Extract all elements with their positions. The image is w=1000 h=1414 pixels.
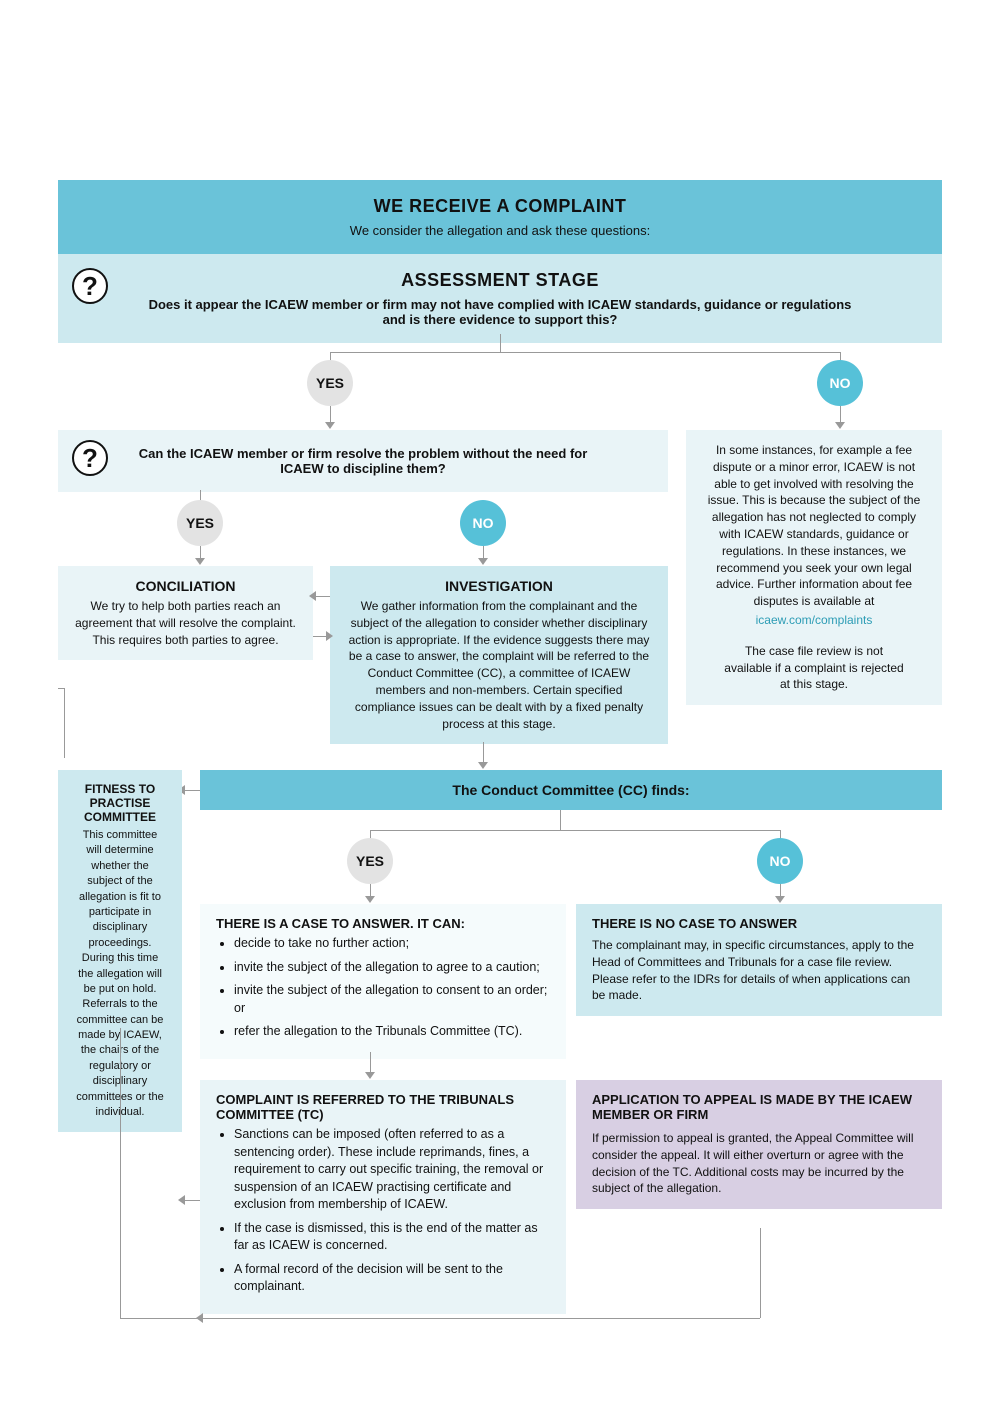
resolve-question-box: Can the ICAEW member or firm resolve the… [58, 430, 668, 492]
assessment-box: ASSESSMENT STAGE Does it appear the ICAE… [58, 254, 942, 343]
no-branch-box: In some instances, for example a fee dis… [686, 430, 942, 705]
no-circle-2: NO [460, 500, 506, 546]
tribunals-list: Sanctions can be imposed (often referred… [216, 1126, 550, 1296]
case-yes-box: THERE IS A CASE TO ANSWER. IT CAN: decid… [200, 904, 566, 1059]
header-subtitle: We consider the allegation and ask these… [80, 223, 920, 238]
case-yes-title: THERE IS A CASE TO ANSWER. IT CAN: [216, 916, 550, 931]
no-circle-3: NO [757, 838, 803, 884]
investigation-title: INVESTIGATION [346, 578, 652, 594]
question-icon-2: ? [72, 440, 108, 476]
yes-circle-1: YES [307, 360, 353, 406]
list-item: A formal record of the decision will be … [234, 1261, 550, 1296]
header-title: WE RECEIVE A COMPLAINT [80, 196, 920, 217]
case-no-box: THERE IS NO CASE TO ANSWER The complaina… [576, 904, 942, 1016]
list-item: refer the allegation to the Tribunals Co… [234, 1023, 550, 1041]
investigation-body: We gather information from the complaina… [346, 598, 652, 732]
case-no-body: The complainant may, in specific circums… [592, 937, 926, 1004]
conciliation-box: CONCILIATION We try to help both parties… [58, 566, 313, 660]
yes-circle-3: YES [347, 838, 393, 884]
fitness-title: FITNESS TO PRACTISE COMMITTEE [74, 782, 166, 824]
appeal-title: APPLICATION TO APPEAL IS MADE BY THE ICA… [592, 1092, 926, 1122]
complaints-link[interactable]: icaew.com/complaints [702, 612, 926, 629]
list-item: invite the subject of the allegation to … [234, 982, 550, 1017]
cc-finds-text: The Conduct Committee (CC) finds: [212, 782, 930, 798]
appeal-body: If permission to appeal is granted, the … [592, 1130, 926, 1197]
question-icon: ? [72, 268, 108, 304]
header-box: WE RECEIVE A COMPLAINT We consider the a… [58, 180, 942, 254]
no-branch-body1: In some instances, for example a fee dis… [702, 442, 926, 610]
list-item: Sanctions can be imposed (often referred… [234, 1126, 550, 1214]
resolve-question: Can the ICAEW member or firm resolve the… [80, 446, 646, 476]
tribunals-title: COMPLAINT IS REFERRED TO THE TRIBUNALS C… [216, 1092, 550, 1122]
case-no-title: THERE IS NO CASE TO ANSWER [592, 916, 926, 931]
conciliation-title: CONCILIATION [74, 578, 297, 594]
tribunals-box: COMPLAINT IS REFERRED TO THE TRIBUNALS C… [200, 1080, 566, 1314]
cc-finds-box: The Conduct Committee (CC) finds: [200, 770, 942, 810]
list-item: decide to take no further action; [234, 935, 550, 953]
no-branch-body2: The case file review is not available if… [702, 643, 926, 693]
yes-circle-2: YES [177, 500, 223, 546]
assessment-title: ASSESSMENT STAGE [80, 270, 920, 291]
appeal-box: APPLICATION TO APPEAL IS MADE BY THE ICA… [576, 1080, 942, 1209]
assessment-body: Does it appear the ICAEW member or firm … [80, 297, 920, 327]
list-item: invite the subject of the allegation to … [234, 959, 550, 977]
no-circle-1: NO [817, 360, 863, 406]
list-item: If the case is dismissed, this is the en… [234, 1220, 550, 1255]
investigation-box: INVESTIGATION We gather information from… [330, 566, 668, 744]
case-yes-list: decide to take no further action; invite… [216, 935, 550, 1041]
conciliation-body: We try to help both parties reach an agr… [74, 598, 297, 648]
